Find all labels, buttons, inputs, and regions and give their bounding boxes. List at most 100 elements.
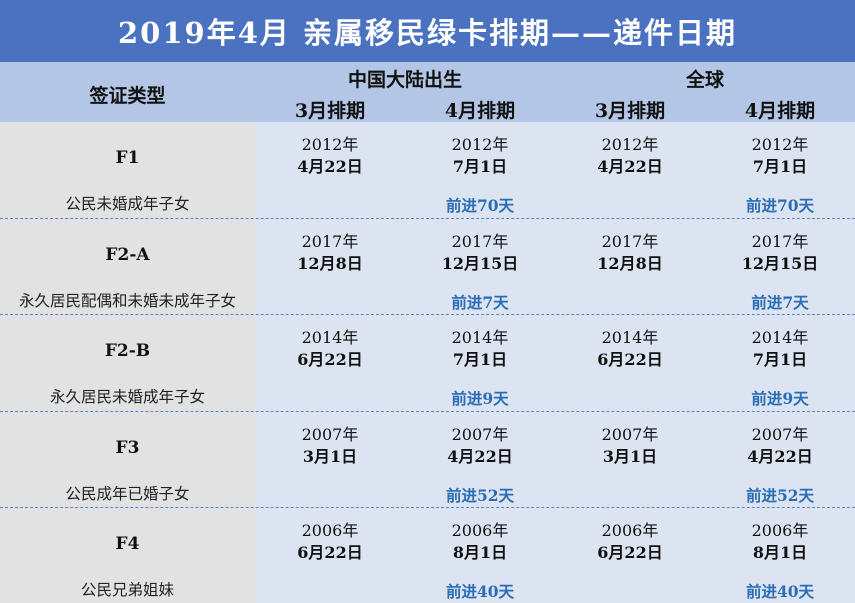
global-april-monthday: 8月1日	[752, 542, 808, 562]
table-row: F4 公民兄弟姐妹 2006年 6月22日 2006年 8月1日 2006年 6…	[0, 506, 855, 603]
global-advance-days: 前进7天	[751, 293, 809, 313]
china-april-monthday: 7月1日	[452, 157, 508, 176]
table-header: 签证类型 中国大陆出生 全球 3月排期 4月排期 3月排期 4月排期	[0, 62, 855, 122]
china-advance-days: 前进40天	[445, 581, 515, 601]
china-march-date: 2017年 12月8日	[255, 231, 405, 275]
global-april-year: 2007年	[751, 424, 809, 444]
global-march-date: 2006年 6月22日	[555, 520, 705, 564]
china-march-date: 2007年 3月1日	[255, 424, 405, 468]
global-april-year: 2012年	[751, 135, 809, 154]
visa-code: F2-B	[104, 341, 151, 362]
global-april-date: 2007年 4月22日	[705, 424, 855, 468]
china-april-monthday: 12月15日	[441, 254, 519, 274]
global-april-monthday: 4月22日	[747, 446, 813, 466]
row-category-cell	[0, 122, 255, 219]
global-advance-days: 前进40天	[745, 581, 815, 601]
visa-description: 永久居民配偶和未婚未成年子女	[18, 292, 236, 311]
global-march-year: 2017年	[601, 232, 659, 252]
visa-code: F4	[115, 533, 140, 554]
global-april-monthday: 12月15日	[741, 254, 819, 274]
global-april-year: 2014年	[751, 328, 809, 348]
global-april-monthday: 7月1日	[752, 350, 808, 370]
visa-description: 公民成年已婚子女	[65, 484, 190, 503]
header-global-march: 3月排期	[594, 100, 666, 122]
global-march-monthday: 6月22日	[597, 350, 663, 370]
row-dates-area	[255, 411, 855, 507]
global-march-year: 2012年	[601, 135, 659, 154]
china-april-date: 2006年 8月1日	[405, 520, 555, 564]
china-march-monthday: 6月22日	[297, 542, 363, 562]
visa-code: F1	[115, 148, 140, 168]
china-april-date: 2007年 4月22日	[405, 424, 555, 468]
visa-code: F3	[115, 437, 140, 458]
header-visa-type: 签证类型	[89, 85, 166, 107]
header-group-china: 中国大陆出生	[347, 69, 462, 91]
china-march-year: 2012年	[301, 135, 359, 154]
table-row: F2-B 永久居民未婚成年子女 2014年 6月22日 2014年 7月1日 2…	[0, 314, 855, 411]
china-april-monthday: 4月22日	[447, 446, 513, 466]
visa-description: 公民兄弟姐妹	[80, 580, 174, 599]
china-advance-days: 前进9天	[451, 389, 509, 409]
china-march-date: 2012年 4月22日	[255, 134, 405, 178]
row-dates-area	[255, 122, 855, 219]
china-march-monthday: 12月8日	[297, 254, 363, 274]
global-march-year: 2007年	[601, 424, 659, 444]
china-march-year: 2007年	[301, 424, 359, 444]
china-march-monthday: 3月1日	[302, 446, 358, 466]
visa-code: F2-A	[105, 245, 150, 266]
global-march-date: 2007年 3月1日	[555, 424, 705, 468]
visa-description: 永久居民未婚成年子女	[49, 388, 205, 407]
table-row: F3 公民成年已婚子女 2007年 3月1日 2007年 4月22日 2007年…	[0, 410, 855, 507]
table-row: F1 公民未婚成年子女 2012年 4月22日 2012年 7月1日 2012年…	[0, 122, 855, 219]
china-april-year: 2014年	[451, 328, 509, 348]
visa-description: 公民未婚成年子女	[65, 195, 190, 213]
global-april-monthday: 7月1日	[752, 157, 808, 176]
china-april-date: 2017年 12月15日	[405, 231, 555, 275]
china-advance-days: 前进7天	[451, 293, 509, 313]
global-advance-days: 前进70天	[745, 196, 815, 215]
global-april-date: 2014年 7月1日	[705, 327, 855, 371]
global-march-monthday: 3月1日	[602, 446, 658, 466]
global-advance-days: 前进9天	[751, 389, 809, 409]
table-row: F2-A 永久居民配偶和未婚未成年子女 2017年 12月8日 2017年 12…	[0, 218, 855, 315]
global-march-year: 2006年	[601, 520, 659, 540]
china-march-monthday: 6月22日	[297, 350, 363, 370]
global-april-year: 2006年	[751, 520, 809, 540]
china-march-year: 2017年	[301, 232, 359, 252]
china-april-year: 2017年	[451, 232, 509, 252]
header-china-april: 4月排期	[444, 100, 516, 122]
china-march-monthday: 4月22日	[297, 157, 363, 176]
header-global-april: 4月排期	[744, 100, 816, 122]
global-april-year: 2017年	[751, 232, 809, 252]
row-dates-area	[255, 219, 855, 315]
china-april-year: 2007年	[451, 424, 509, 444]
global-advance-days: 前进52天	[745, 485, 815, 505]
global-march-monthday: 4月22日	[597, 157, 663, 176]
row-category-cell	[0, 507, 255, 603]
china-march-date: 2014年 6月22日	[255, 327, 405, 371]
china-march-year: 2014年	[301, 328, 359, 348]
global-april-date: 2017年 12月15日	[705, 231, 855, 275]
global-april-date: 2012年 7月1日	[705, 134, 855, 178]
china-april-year: 2006年	[451, 520, 509, 540]
china-march-date: 2006年 6月22日	[255, 520, 405, 564]
row-category-cell	[0, 411, 255, 507]
header-group-global: 全球	[685, 69, 724, 91]
global-march-date: 2014年 6月22日	[555, 327, 705, 371]
table-body: F1 公民未婚成年子女 2012年 4月22日 2012年 7月1日 2012年…	[0, 122, 855, 603]
china-april-monthday: 7月1日	[452, 350, 508, 370]
row-category-cell	[0, 315, 255, 411]
china-april-year: 2012年	[451, 135, 509, 154]
china-march-year: 2006年	[301, 520, 359, 540]
header-china-march: 3月排期	[294, 100, 366, 122]
china-advance-days: 前进52天	[445, 485, 515, 505]
page-title-text: 2019年4月 亲属移民绿卡排期——递件日期	[118, 16, 737, 50]
global-march-monthday: 6月22日	[597, 542, 663, 562]
global-march-date: 2017年 12月8日	[555, 231, 705, 275]
page-title: 2019年4月 亲属移民绿卡排期——递件日期	[0, 0, 855, 62]
row-dates-area	[255, 507, 855, 603]
row-category-cell	[0, 219, 255, 315]
global-april-date: 2006年 8月1日	[705, 520, 855, 564]
global-march-year: 2014年	[601, 328, 659, 348]
